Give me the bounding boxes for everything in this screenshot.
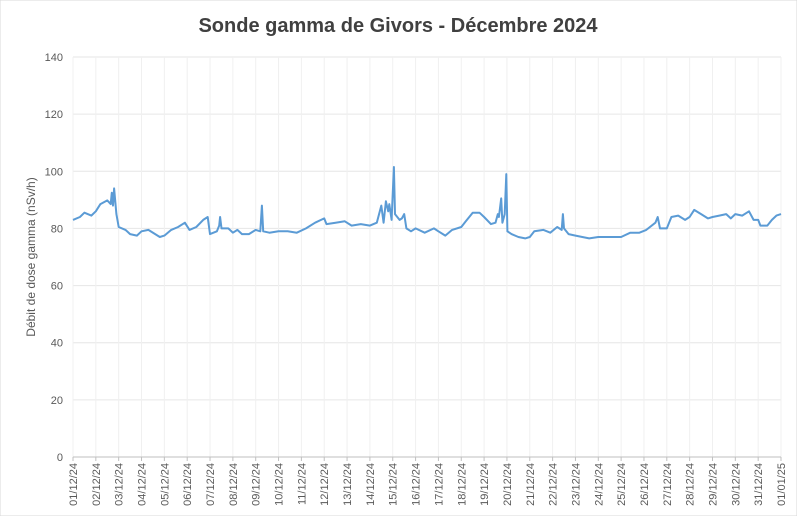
x-tick-label: 01/01/25 [776,463,788,506]
x-tick-label: 01/12/24 [68,463,80,506]
y-tick-label: 20 [51,395,63,407]
x-tick-label: 02/12/24 [91,463,103,506]
x-tick-label: 11/12/24 [296,463,308,505]
y-tick-label: 40 [51,338,63,350]
x-tick-label: 24/12/24 [593,463,605,506]
x-tick-label: 13/12/24 [342,463,354,506]
x-tick-label: 23/12/24 [570,463,582,506]
x-tick-label: 27/12/24 [662,463,674,506]
x-tick-label: 21/12/24 [525,463,537,506]
y-tick-label: 140 [45,52,63,64]
y-tick-label: 0 [57,452,63,464]
x-tick-label: 30/12/24 [730,463,742,506]
x-tick-label: 17/12/24 [433,463,445,506]
x-tick-label: 22/12/24 [548,463,560,506]
x-tick-label: 04/12/24 [137,463,149,506]
x-tick-label: 15/12/24 [388,463,400,506]
x-tick-label: 19/12/24 [479,463,491,506]
x-tick-label: 07/12/24 [205,463,217,506]
x-tick-label: 08/12/24 [228,463,240,506]
x-tick-label: 26/12/24 [639,463,651,506]
x-tick-label: 31/12/24 [753,463,765,506]
x-tick-label: 09/12/24 [251,463,263,506]
y-tick-label: 80 [51,223,63,235]
y-tick-label: 60 [51,281,63,293]
y-axis-label: Débit de dose gamma (nSv/h) [24,177,38,336]
data-line [72,166,782,240]
x-tick-label: 14/12/24 [365,463,377,506]
x-tick-label: 28/12/24 [685,463,697,506]
x-tick-label: 18/12/24 [456,463,468,506]
chart-title: Sonde gamma de Givors - Décembre 2024 [198,15,598,37]
x-tick-label: 29/12/24 [707,463,719,506]
x-tick-label: 03/12/24 [114,463,126,506]
x-tick-label: 25/12/24 [616,463,628,506]
x-tick-label: 10/12/24 [274,463,286,506]
x-tick-label: 12/12/24 [319,463,331,506]
x-tick-label: 06/12/24 [182,463,194,506]
x-tick-label: 20/12/24 [502,463,514,506]
y-tick-label: 100 [45,166,63,178]
y-tick-label: 120 [45,109,63,121]
x-tick-label: 16/12/24 [411,463,423,506]
x-tick-label: 05/12/24 [159,463,171,506]
